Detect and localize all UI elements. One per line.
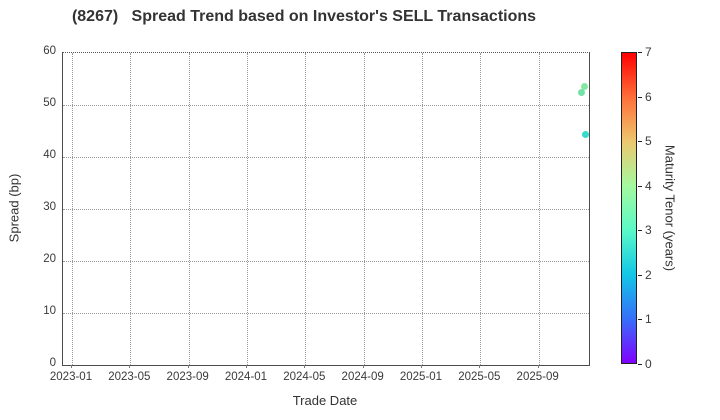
gridline-horizontal bbox=[63, 313, 589, 314]
colorbar-tick-mark bbox=[638, 319, 642, 321]
gridline-vertical bbox=[538, 53, 540, 365]
gridline-vertical bbox=[421, 53, 423, 365]
colorbar-tick-label: 3 bbox=[645, 223, 652, 238]
x-tick-label: 2023-01 bbox=[49, 371, 93, 383]
colorbar-tick-mark bbox=[638, 185, 642, 187]
colorbar-tick-label: 7 bbox=[645, 45, 652, 59]
gridline-vertical bbox=[246, 53, 248, 365]
colorbar-tick-mark bbox=[638, 274, 642, 276]
colorbar-tick-mark bbox=[638, 230, 642, 232]
y-tick-label: 10 bbox=[43, 305, 56, 317]
colorbar-tick-label: 6 bbox=[645, 89, 652, 104]
x-tick-mark bbox=[129, 365, 131, 368]
colorbar-tick-label: 0 bbox=[645, 357, 652, 371]
y-tick-label: 30 bbox=[43, 201, 56, 213]
x-tick-label: 2024-01 bbox=[224, 371, 268, 383]
data-point bbox=[580, 82, 588, 90]
gridline-vertical bbox=[480, 53, 482, 365]
gridline-vertical bbox=[363, 53, 365, 365]
colorbar bbox=[621, 52, 637, 364]
x-tick-mark bbox=[187, 365, 189, 368]
colorbar-tick-mark bbox=[638, 96, 642, 98]
x-tick-mark bbox=[537, 365, 539, 368]
x-tick-label: 2025-01 bbox=[399, 371, 443, 383]
gridline-vertical bbox=[72, 53, 73, 365]
x-tick-mark bbox=[479, 365, 481, 368]
colorbar-tick-mark bbox=[638, 364, 642, 365]
colorbar-tick-mark bbox=[638, 52, 642, 53]
colorbar-tick-label: 5 bbox=[645, 134, 652, 149]
gridline-vertical bbox=[305, 53, 307, 365]
gridline-horizontal bbox=[63, 261, 589, 262]
y-tick-label: 50 bbox=[43, 97, 56, 109]
colorbar-tick-label: 1 bbox=[645, 312, 652, 327]
x-tick-mark bbox=[245, 365, 247, 368]
colorbar-tick-label: 4 bbox=[645, 178, 652, 193]
data-point bbox=[582, 130, 590, 138]
x-tick-mark bbox=[304, 365, 306, 368]
gridline-horizontal bbox=[63, 157, 589, 158]
y-tick-label: 20 bbox=[43, 253, 56, 265]
gridline-vertical bbox=[130, 53, 132, 365]
data-point bbox=[577, 89, 585, 97]
x-tick-label: 2024-09 bbox=[341, 371, 384, 383]
x-tick-label: 2025-09 bbox=[516, 371, 559, 383]
y-tick-label: 40 bbox=[43, 149, 56, 161]
x-tick-mark bbox=[362, 365, 364, 368]
plot-area bbox=[62, 52, 590, 366]
x-tick-mark bbox=[71, 365, 72, 368]
chart-title: (8267) Spread Trend based on Investor's … bbox=[71, 8, 537, 25]
colorbar-tick-mark bbox=[638, 141, 642, 143]
x-tick-label: 2023-09 bbox=[166, 371, 209, 383]
gridline-vertical bbox=[188, 53, 190, 365]
gridline-horizontal bbox=[63, 209, 589, 210]
x-tick-mark bbox=[420, 365, 422, 368]
x-tick-label: 2023-05 bbox=[108, 371, 151, 383]
x-tick-label: 2025-05 bbox=[458, 371, 501, 383]
x-tick-label: 2024-05 bbox=[283, 371, 326, 383]
y-tick-label: 0 bbox=[49, 357, 56, 369]
gridline-horizontal bbox=[63, 105, 589, 106]
colorbar-tick-label: 2 bbox=[645, 267, 652, 282]
y-tick-label: 60 bbox=[43, 45, 56, 57]
colorbar-label: Maturity Tenor (years) bbox=[662, 144, 678, 272]
x-axis-label: Trade Date bbox=[292, 393, 358, 408]
